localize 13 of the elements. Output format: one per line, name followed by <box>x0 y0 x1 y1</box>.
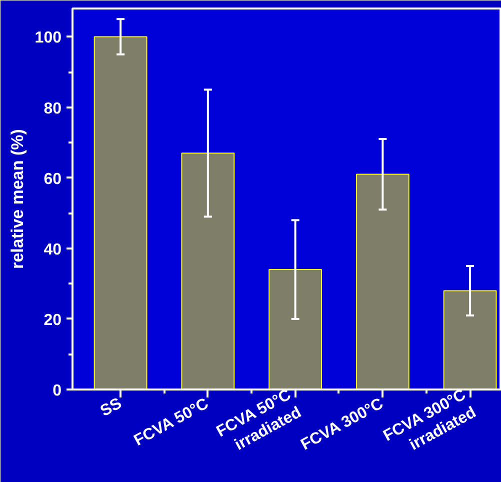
y-tick-label: 80 <box>44 100 62 118</box>
bar <box>356 174 410 390</box>
bar <box>181 152 235 390</box>
y-tick-label: 100 <box>34 30 62 47</box>
y-tick-label: 0 <box>52 382 62 400</box>
y-tick-label: 40 <box>44 241 62 258</box>
bar <box>268 269 322 390</box>
y-tick-label: 20 <box>44 312 62 329</box>
y-axis-title: relative mean (%) <box>8 129 27 269</box>
x-tick-label: SS <box>98 394 125 420</box>
bar <box>94 36 148 390</box>
y-tick-label: 60 <box>44 170 62 188</box>
bar <box>443 290 497 390</box>
